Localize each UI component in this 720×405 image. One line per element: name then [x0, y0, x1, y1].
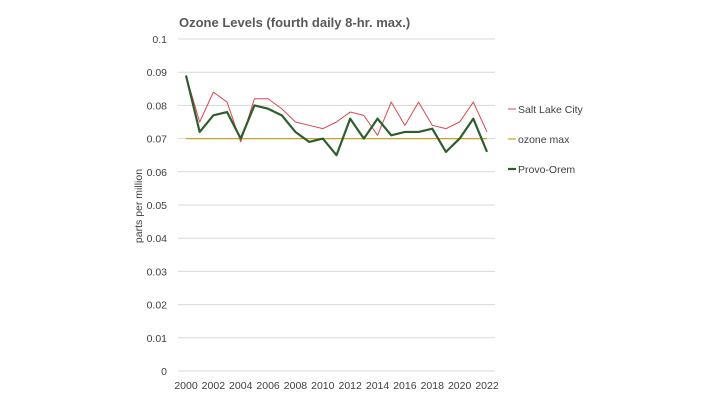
- series-line-2: [184, 75, 489, 157]
- x-tick-label: 2006: [256, 380, 280, 392]
- x-tick-label: 2010: [311, 380, 335, 392]
- series-line-0: [185, 75, 488, 143]
- y-tick-label: 0.07: [147, 134, 168, 146]
- y-tick-label: 0.04: [147, 233, 168, 245]
- x-tick-labels: 2000 2002 2004 2006 2008 2010 2012 2014 2016 2018…: [174, 380, 499, 392]
- y-tick-labels: 0 0.01 0.02 0.03 0.04 0.05 0.06 0.07 0.08 0.09 0.1: [147, 34, 168, 378]
- chart-title: Ozone Levels (fourth daily 8-hr. max.): [179, 15, 410, 30]
- x-tick-label: 2020: [448, 380, 472, 392]
- x-tick-label: 2002: [202, 380, 226, 392]
- x-tick-label: 2014: [366, 380, 390, 392]
- x-tick-label: 2012: [339, 380, 363, 392]
- y-tick-label: 0.1: [152, 34, 167, 46]
- x-tick-label: 2022: [475, 380, 499, 392]
- x-tick-label: 2004: [229, 380, 253, 392]
- y-tick-label: 0.09: [147, 67, 168, 79]
- legend-label: ozone max: [518, 134, 570, 146]
- series-lines: [184, 75, 489, 157]
- y-tick-label: 0: [161, 366, 167, 378]
- y-tick-label: 0.08: [147, 100, 168, 112]
- x-tick-label: 2018: [421, 380, 445, 392]
- legend: Salt Lake City ozone max Provo-Orem: [508, 104, 584, 176]
- y-tick-label: 0.03: [147, 266, 168, 278]
- y-tick-label: 0.01: [147, 333, 168, 345]
- y-tick-label: 0.05: [147, 200, 168, 212]
- legend-label: Provo-Orem: [518, 164, 575, 176]
- y-tick-label: 0.02: [147, 300, 168, 312]
- y-tick-label: 0.06: [147, 167, 168, 179]
- y-axis-label: parts per million: [133, 169, 145, 243]
- x-tick-label: 2000: [174, 380, 198, 392]
- x-tick-label: 2008: [284, 380, 308, 392]
- legend-label: Salt Lake City: [518, 104, 584, 116]
- gridlines: [178, 38, 495, 372]
- x-tick-label: 2016: [393, 380, 417, 392]
